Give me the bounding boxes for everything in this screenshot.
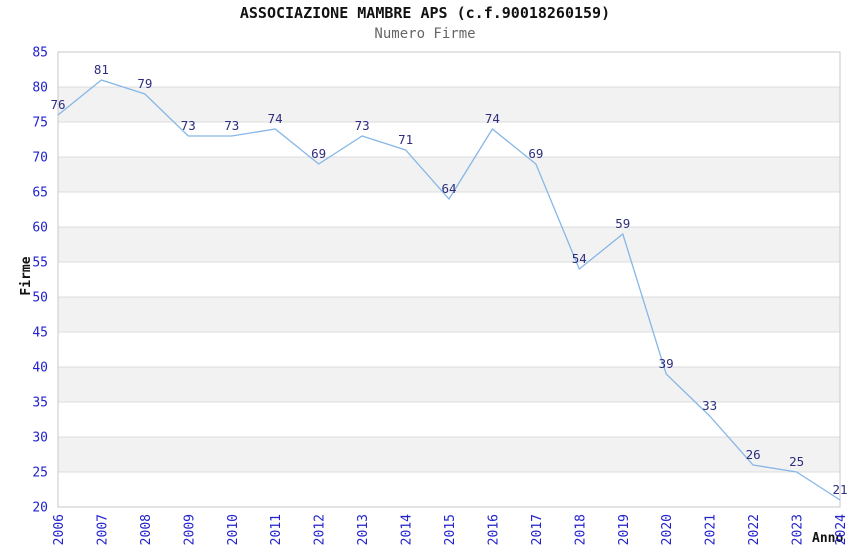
- x-tick-label: 2023: [791, 514, 806, 545]
- y-tick-label: 60: [32, 221, 48, 236]
- y-tick-label: 70: [32, 151, 48, 166]
- x-tick-label: 2007: [95, 514, 110, 545]
- x-tick-label: 2020: [660, 514, 675, 545]
- x-tick-label: 2017: [530, 514, 545, 545]
- y-tick-label: 25: [32, 466, 48, 481]
- value-label: 26: [746, 447, 761, 462]
- plot-band: [58, 122, 840, 157]
- plot-band: [58, 437, 840, 472]
- plot-band: [58, 157, 840, 192]
- value-label: 69: [528, 146, 543, 161]
- x-tick-label: 2022: [747, 514, 762, 545]
- value-label: 25: [789, 454, 804, 469]
- series-line: [57, 79, 841, 501]
- y-tick-label: 20: [32, 501, 48, 516]
- y-tick-label: 45: [32, 326, 48, 341]
- x-tick-label: 2012: [313, 514, 328, 545]
- plot-band: [58, 297, 840, 332]
- x-tick-label: 2016: [486, 514, 501, 545]
- value-label: 71: [398, 132, 413, 147]
- value-label: 79: [137, 76, 152, 91]
- value-label: 73: [355, 118, 370, 133]
- value-label: 74: [485, 111, 500, 126]
- plot-band: [58, 52, 840, 87]
- y-tick-label: 85: [32, 46, 48, 61]
- x-tick-label: 2006: [52, 514, 67, 545]
- chart-title: ASSOCIAZIONE MAMBRE APS (c.f.90018260159…: [239, 4, 611, 22]
- y-tick-label: 40: [32, 361, 48, 376]
- plot-band: [58, 402, 840, 437]
- chart-subtitle: Numero Firme: [374, 26, 476, 42]
- plot-border: [57, 51, 841, 508]
- value-label: 73: [224, 118, 239, 133]
- x-tick-label: 2019: [617, 514, 632, 545]
- x-tick-label: 2015: [443, 514, 458, 545]
- value-label: 59: [615, 216, 630, 231]
- value-label: 64: [441, 181, 456, 196]
- plot-band: [58, 192, 840, 227]
- plot-band: [58, 472, 840, 507]
- y-tick-label: 65: [32, 186, 48, 201]
- x-tick-label: 2010: [226, 514, 241, 545]
- x-tick-label: 2024: [834, 514, 849, 545]
- x-tick-label: 2021: [704, 514, 719, 545]
- value-label: 74: [268, 111, 283, 126]
- plot-band: [58, 262, 840, 297]
- x-tick-label: 2008: [139, 514, 154, 545]
- plot-band: [58, 227, 840, 262]
- value-label: 33: [702, 398, 717, 413]
- value-label: 69: [311, 146, 326, 161]
- x-tick-label: 2018: [573, 514, 588, 545]
- x-tick-label: 2009: [182, 514, 197, 545]
- value-label: 39: [659, 356, 674, 371]
- y-tick-label: 50: [32, 291, 48, 306]
- value-label: 81: [94, 62, 109, 77]
- y-tick-label: 35: [32, 396, 48, 411]
- x-tick-label: 2013: [356, 514, 371, 545]
- value-label: 76: [50, 97, 65, 112]
- x-tick-label: 2014: [400, 514, 415, 545]
- y-tick-label: 55: [32, 256, 48, 271]
- value-label: 21: [832, 482, 847, 497]
- plot-band: [58, 367, 840, 402]
- y-tick-label: 80: [32, 81, 48, 96]
- y-tick-label: 30: [32, 431, 48, 446]
- plot-band: [58, 332, 840, 367]
- x-tick-label: 2011: [269, 514, 284, 545]
- plot-band: [58, 87, 840, 122]
- x-axis-title: Anno: [812, 531, 844, 546]
- y-tick-label: 75: [32, 116, 48, 131]
- value-label: 73: [181, 118, 196, 133]
- value-label: 54: [572, 251, 587, 266]
